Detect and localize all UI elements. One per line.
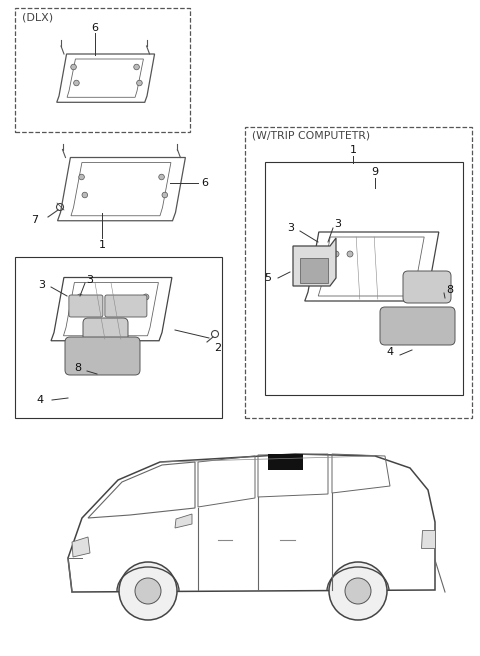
- FancyBboxPatch shape: [105, 295, 147, 317]
- Circle shape: [119, 562, 177, 620]
- Bar: [300, 258, 328, 283]
- Polygon shape: [293, 238, 336, 286]
- Text: (W/TRIP COMPUTETR): (W/TRIP COMPUTETR): [252, 131, 370, 141]
- Circle shape: [73, 80, 79, 86]
- Text: 4: 4: [36, 395, 44, 405]
- Circle shape: [347, 251, 353, 257]
- Text: 9: 9: [372, 167, 379, 177]
- Polygon shape: [72, 537, 90, 557]
- Circle shape: [345, 578, 371, 604]
- Text: 1: 1: [98, 240, 106, 250]
- Text: 3: 3: [335, 219, 341, 229]
- Text: 4: 4: [386, 347, 394, 357]
- Circle shape: [329, 562, 387, 620]
- Text: 7: 7: [31, 215, 38, 225]
- Bar: [268, 454, 303, 470]
- Bar: [245, 127, 472, 418]
- Circle shape: [143, 294, 149, 300]
- Bar: [265, 162, 463, 395]
- Circle shape: [162, 192, 168, 198]
- Text: 2: 2: [215, 343, 222, 353]
- FancyBboxPatch shape: [83, 318, 128, 348]
- Text: (DLX): (DLX): [22, 12, 53, 22]
- Text: 3: 3: [288, 223, 295, 233]
- FancyBboxPatch shape: [65, 337, 140, 375]
- Circle shape: [137, 80, 142, 86]
- Circle shape: [79, 174, 84, 180]
- Bar: [15, 257, 222, 418]
- Circle shape: [135, 578, 161, 604]
- Text: 1: 1: [349, 145, 357, 155]
- Text: 6: 6: [92, 23, 98, 33]
- Text: 6: 6: [202, 178, 208, 188]
- Bar: [15, 8, 190, 132]
- Polygon shape: [421, 530, 435, 548]
- FancyBboxPatch shape: [403, 271, 451, 303]
- Circle shape: [134, 64, 139, 70]
- FancyBboxPatch shape: [69, 295, 103, 317]
- Circle shape: [159, 174, 164, 180]
- FancyBboxPatch shape: [380, 307, 455, 345]
- Text: 5: 5: [264, 273, 272, 283]
- Circle shape: [77, 294, 83, 300]
- Circle shape: [82, 192, 87, 198]
- Text: 8: 8: [446, 285, 454, 295]
- Text: 3: 3: [38, 280, 46, 290]
- Text: 8: 8: [74, 363, 82, 373]
- Circle shape: [333, 251, 339, 257]
- Text: 3: 3: [86, 275, 94, 285]
- Circle shape: [71, 64, 76, 70]
- Polygon shape: [175, 514, 192, 528]
